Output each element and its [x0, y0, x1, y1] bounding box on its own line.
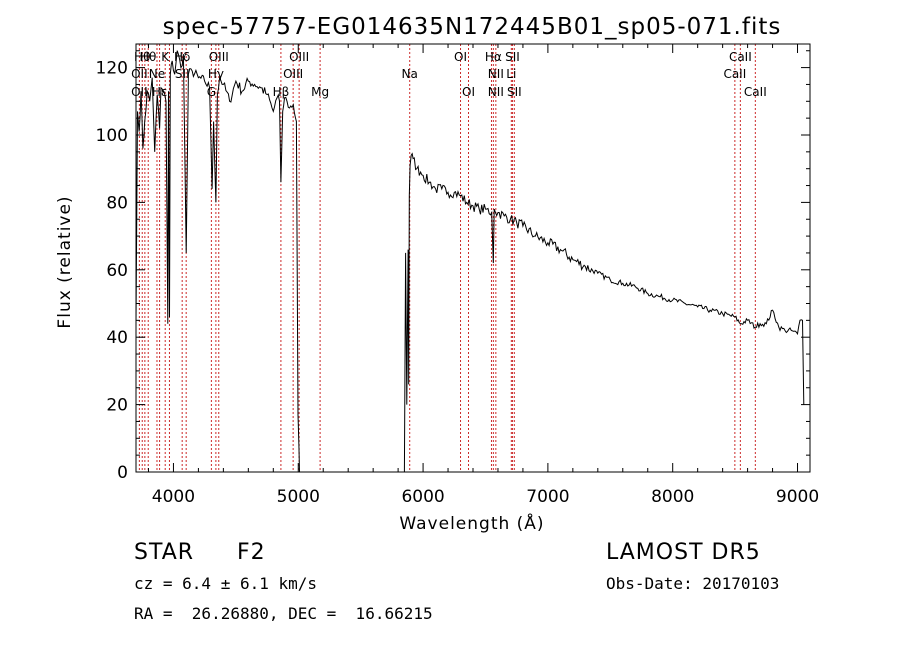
- marker-label: NII: [488, 67, 504, 81]
- marker-label: Na: [402, 67, 418, 81]
- marker-label: SII: [505, 50, 520, 64]
- marker-label: NII: [488, 85, 504, 99]
- chart-title: spec-57757-EG014635N172445B01_sp05-071.f…: [163, 14, 782, 40]
- marker-label: OIII: [283, 67, 303, 81]
- y-tick-label: 120: [96, 59, 128, 79]
- observation-date: Obs-Date: 20170103: [606, 574, 780, 593]
- marker-label: Hε: [152, 85, 168, 99]
- marker-label: Hθ: [134, 50, 150, 64]
- marker-label: SII: [175, 67, 190, 81]
- marker-label: CaII: [729, 50, 752, 64]
- marker-label: OIII: [289, 50, 309, 64]
- x-axis-label: Wavelength (Å): [399, 512, 544, 534]
- object-subclass: F2: [237, 540, 266, 565]
- x-tick-label: 4000: [152, 487, 195, 507]
- marker-label: CaII: [723, 67, 746, 81]
- marker-label: K: [161, 50, 170, 64]
- x-tick-label: 6000: [401, 487, 444, 507]
- spectrum-segment-2: [403, 152, 805, 473]
- marker-label: G: [207, 85, 216, 99]
- spectrum-series: [135, 50, 805, 473]
- y-tick-label: 100: [96, 126, 128, 146]
- y-axis-label: Flux (relative): [55, 195, 75, 328]
- marker-label: OI: [454, 50, 467, 64]
- marker-label: Ne: [149, 67, 165, 81]
- y-tick-label: 0: [117, 463, 128, 483]
- x-tick-label: 5000: [277, 487, 320, 507]
- y-axis-ticks: 0 20 40 60 80 100 120: [96, 50, 810, 483]
- plot-frame: [135, 43, 811, 473]
- x-axis-ticks: 4000 5000 6000 7000 8000 9000: [147, 44, 819, 507]
- x-tick-label: 9000: [776, 487, 819, 507]
- marker-label: Hγ: [208, 67, 224, 81]
- marker-label: Mg: [311, 85, 329, 99]
- marker-label: OII: [131, 67, 148, 81]
- marker-label: Hα: [485, 50, 502, 64]
- y-tick-label: 60: [106, 261, 128, 281]
- y-tick-label: 20: [106, 396, 128, 416]
- marker-label: SII: [507, 85, 522, 99]
- marker-label: OIII: [209, 50, 229, 64]
- sky-coordinates: RA = 26.26880, DEC = 16.66215: [134, 604, 433, 623]
- marker-label: CaII: [744, 85, 767, 99]
- x-tick-label: 7000: [526, 487, 569, 507]
- line-markers: [138, 44, 756, 472]
- y-tick-label: 40: [106, 328, 128, 348]
- x-tick-label: 8000: [651, 487, 694, 507]
- marker-label: OI: [462, 85, 475, 99]
- spectrum-segment-1: [135, 50, 300, 473]
- marker-label: Hθ: [140, 50, 156, 64]
- marker-label: OII: [131, 85, 148, 99]
- object-class: STAR: [134, 540, 195, 565]
- marker-label: Hβ: [273, 85, 290, 99]
- marker-label: Li: [506, 67, 516, 81]
- survey-name: LAMOST DR5: [606, 540, 761, 565]
- redshift-readout: cz = 6.4 ± 6.1 km/s: [134, 574, 318, 593]
- y-tick-label: 80: [106, 193, 128, 213]
